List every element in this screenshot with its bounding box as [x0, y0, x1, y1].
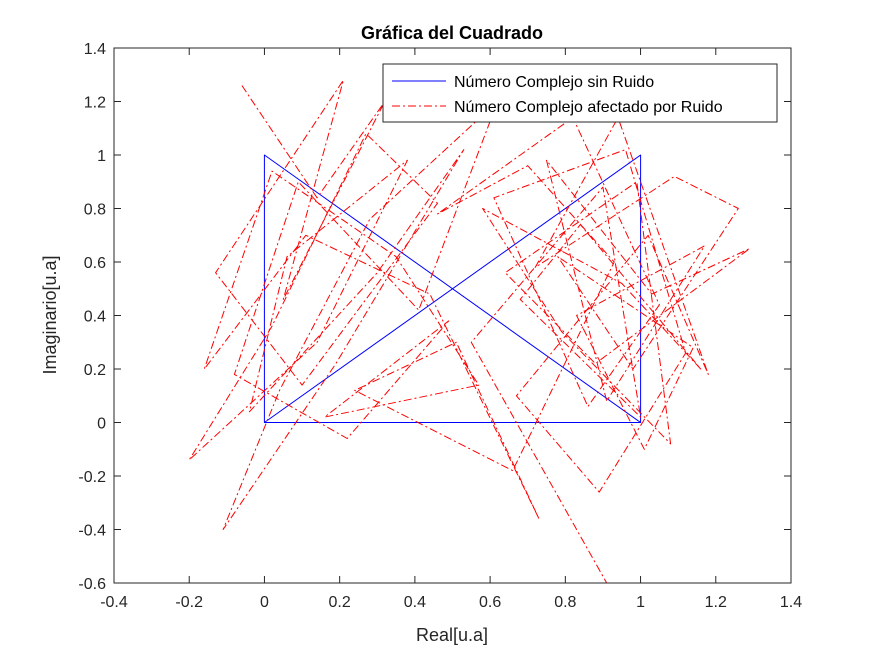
y-tick-label: 1: [97, 148, 106, 165]
chart-title: Gráfica del Cuadrado: [361, 23, 543, 43]
x-tick-label: 0.4: [404, 594, 426, 611]
y-axis-title: Imaginario[u.a]: [40, 255, 60, 374]
y-tick-label: 0.2: [84, 362, 106, 379]
y-tick-label: 0.4: [84, 309, 106, 326]
y-tick-label: 0: [97, 416, 106, 433]
y-tick-label: -0.2: [78, 469, 106, 486]
legend-label-series-1: Número Complejo sin Ruido: [454, 74, 654, 91]
x-tick-label: 1.4: [780, 594, 802, 611]
y-tick-label: 1.4: [84, 41, 106, 58]
x-tick-label: 1.2: [705, 594, 727, 611]
plot-background: [114, 48, 791, 583]
x-tick-label: 0.2: [329, 594, 351, 611]
axes-layer: -0.4 -0.2 0 0.2 0.4 0.6 0.8 1 1.2 1.4-0.6-0.4-0.2…: [78, 41, 802, 611]
x-tick-label: 0.8: [554, 594, 576, 611]
y-tick-label: 0.8: [84, 202, 106, 219]
x-tick-label: 0: [260, 594, 269, 611]
y-tick-label: -0.6: [78, 576, 106, 593]
x-axis-title: Real[u.a]: [416, 625, 488, 645]
legend-box: [382, 63, 778, 123]
series-line-2: [188, 79, 751, 584]
x-tick-label: -0.4: [100, 594, 128, 611]
legend-label-series-2: Número Complejo afectado por Ruido: [454, 99, 723, 116]
y-tick-label: 1.2: [84, 95, 106, 112]
x-tick-label: 0.6: [479, 594, 501, 611]
y-tick-label: 0.6: [84, 255, 106, 272]
data-layer: [188, 79, 751, 584]
legend: Número Complejo sin Ruido Número Complej…: [382, 63, 778, 123]
y-tick-label: -0.4: [78, 523, 106, 540]
x-tick-label: -0.2: [175, 594, 203, 611]
x-tick-label: 1: [636, 594, 645, 611]
series-line-1: [263, 154, 642, 423]
